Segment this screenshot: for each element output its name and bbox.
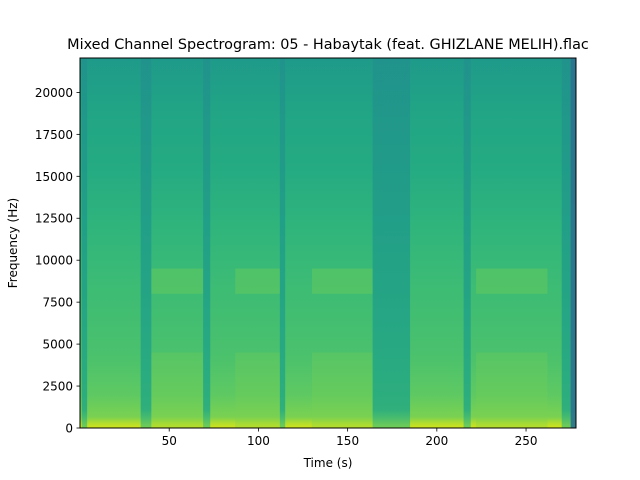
plot-frame bbox=[79, 57, 577, 429]
spectrogram-base bbox=[80, 58, 576, 428]
y-tick-label: 15000 bbox=[35, 170, 73, 184]
quiet-segment bbox=[279, 58, 286, 428]
low-energy-band bbox=[311, 352, 373, 428]
quiet-segment bbox=[81, 58, 88, 428]
low-energy-band bbox=[235, 352, 280, 428]
x-tick-label: 200 bbox=[425, 434, 448, 448]
x-tick-label: 250 bbox=[515, 434, 538, 448]
y-tick-label: 7500 bbox=[42, 296, 73, 310]
bright-segments bbox=[151, 268, 548, 428]
y-tick-label: 12500 bbox=[35, 212, 73, 226]
y-tick-label: 17500 bbox=[35, 128, 73, 142]
track-end-region bbox=[570, 58, 576, 428]
quiet-segments bbox=[81, 58, 576, 428]
plot-area bbox=[80, 58, 576, 428]
y-tick-label: 2500 bbox=[42, 380, 73, 394]
harmonic-band bbox=[311, 268, 373, 294]
y-tick-label: 20000 bbox=[35, 86, 73, 100]
chart-title: Mixed Channel Spectrogram: 05 - Habaytak… bbox=[67, 37, 589, 53]
quiet-segment bbox=[203, 58, 211, 428]
x-axis-ticks: 50 100 150 200 250 bbox=[162, 428, 538, 448]
x-tick-label: 50 bbox=[162, 434, 177, 448]
x-tick-label: 100 bbox=[247, 434, 270, 448]
y-axis-label: Frequency (Hz) bbox=[6, 198, 20, 289]
harmonic-band bbox=[151, 268, 204, 294]
harmonic-band bbox=[476, 268, 548, 294]
low-energy-band bbox=[476, 352, 548, 428]
quiet-segment bbox=[463, 58, 471, 428]
y-tick-label: 0 bbox=[65, 422, 73, 436]
harmonic-band bbox=[235, 268, 280, 294]
x-axis-label: Time (s) bbox=[303, 456, 353, 470]
quiet-segment bbox=[372, 58, 411, 428]
y-tick-label: 5000 bbox=[42, 338, 73, 352]
x-tick-label: 150 bbox=[336, 434, 359, 448]
y-axis-ticks: 0 2500 5000 7500 10000 12500 15000 17500 20000 bbox=[35, 86, 80, 436]
low-energy-band bbox=[151, 352, 204, 428]
quiet-segment bbox=[140, 58, 152, 428]
y-tick-label: 10000 bbox=[35, 254, 73, 268]
